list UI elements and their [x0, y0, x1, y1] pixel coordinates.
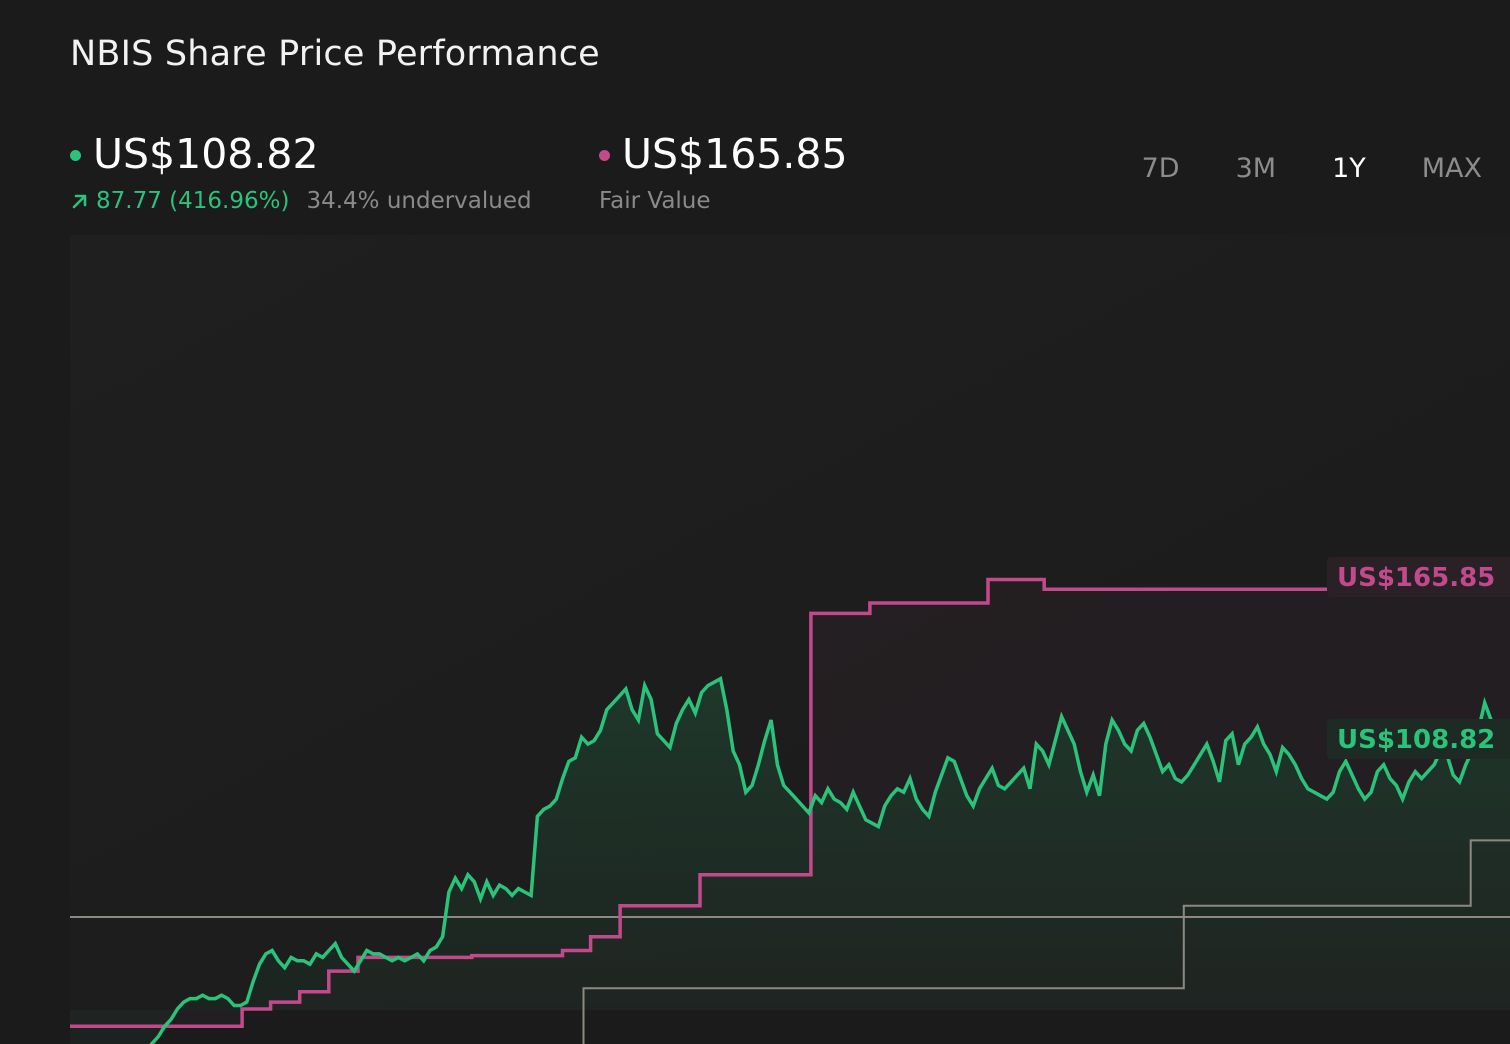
- price-change: 87.77 (416.96%): [70, 188, 289, 214]
- price-end-label-bg: [1327, 719, 1510, 759]
- fair-value-end-label-bg: [1327, 557, 1510, 597]
- tab-max[interactable]: MAX: [1421, 153, 1482, 184]
- tab-1y[interactable]: 1Y: [1332, 153, 1366, 184]
- tab-7d[interactable]: 7D: [1141, 153, 1180, 184]
- fair-value-end-label: US$165.85: [1337, 563, 1495, 593]
- fair-value-price: US$165.85: [622, 130, 848, 178]
- arrow-up-right-icon: [72, 194, 87, 209]
- price-change-value: 87.77 (416.96%): [96, 188, 290, 214]
- price-legend-dot: [70, 149, 81, 161]
- price-line: [149, 676, 1510, 1044]
- current-price: US$108.82: [93, 130, 319, 178]
- time-range-tabs: 7D 3M 1Y MAX: [1114, 153, 1482, 184]
- fair-value-kpi: US$165.85 Fair Value: [599, 130, 848, 214]
- valuation-note: 34.4% undervalued: [306, 188, 532, 214]
- fair-value-line: [70, 577, 1510, 1028]
- tab-3m[interactable]: 3M: [1235, 153, 1277, 184]
- chart-title: NBIS Share Price Performance: [70, 34, 600, 74]
- analyst-target-line: [582, 839, 1510, 1044]
- price-end-label: US$108.82: [1337, 725, 1495, 755]
- fair-value-label: Fair Value: [599, 188, 711, 214]
- fair-value-legend-dot: [599, 149, 610, 161]
- price-kpi: US$108.82 87.77 (416.96%) 34.4% underval…: [70, 130, 532, 214]
